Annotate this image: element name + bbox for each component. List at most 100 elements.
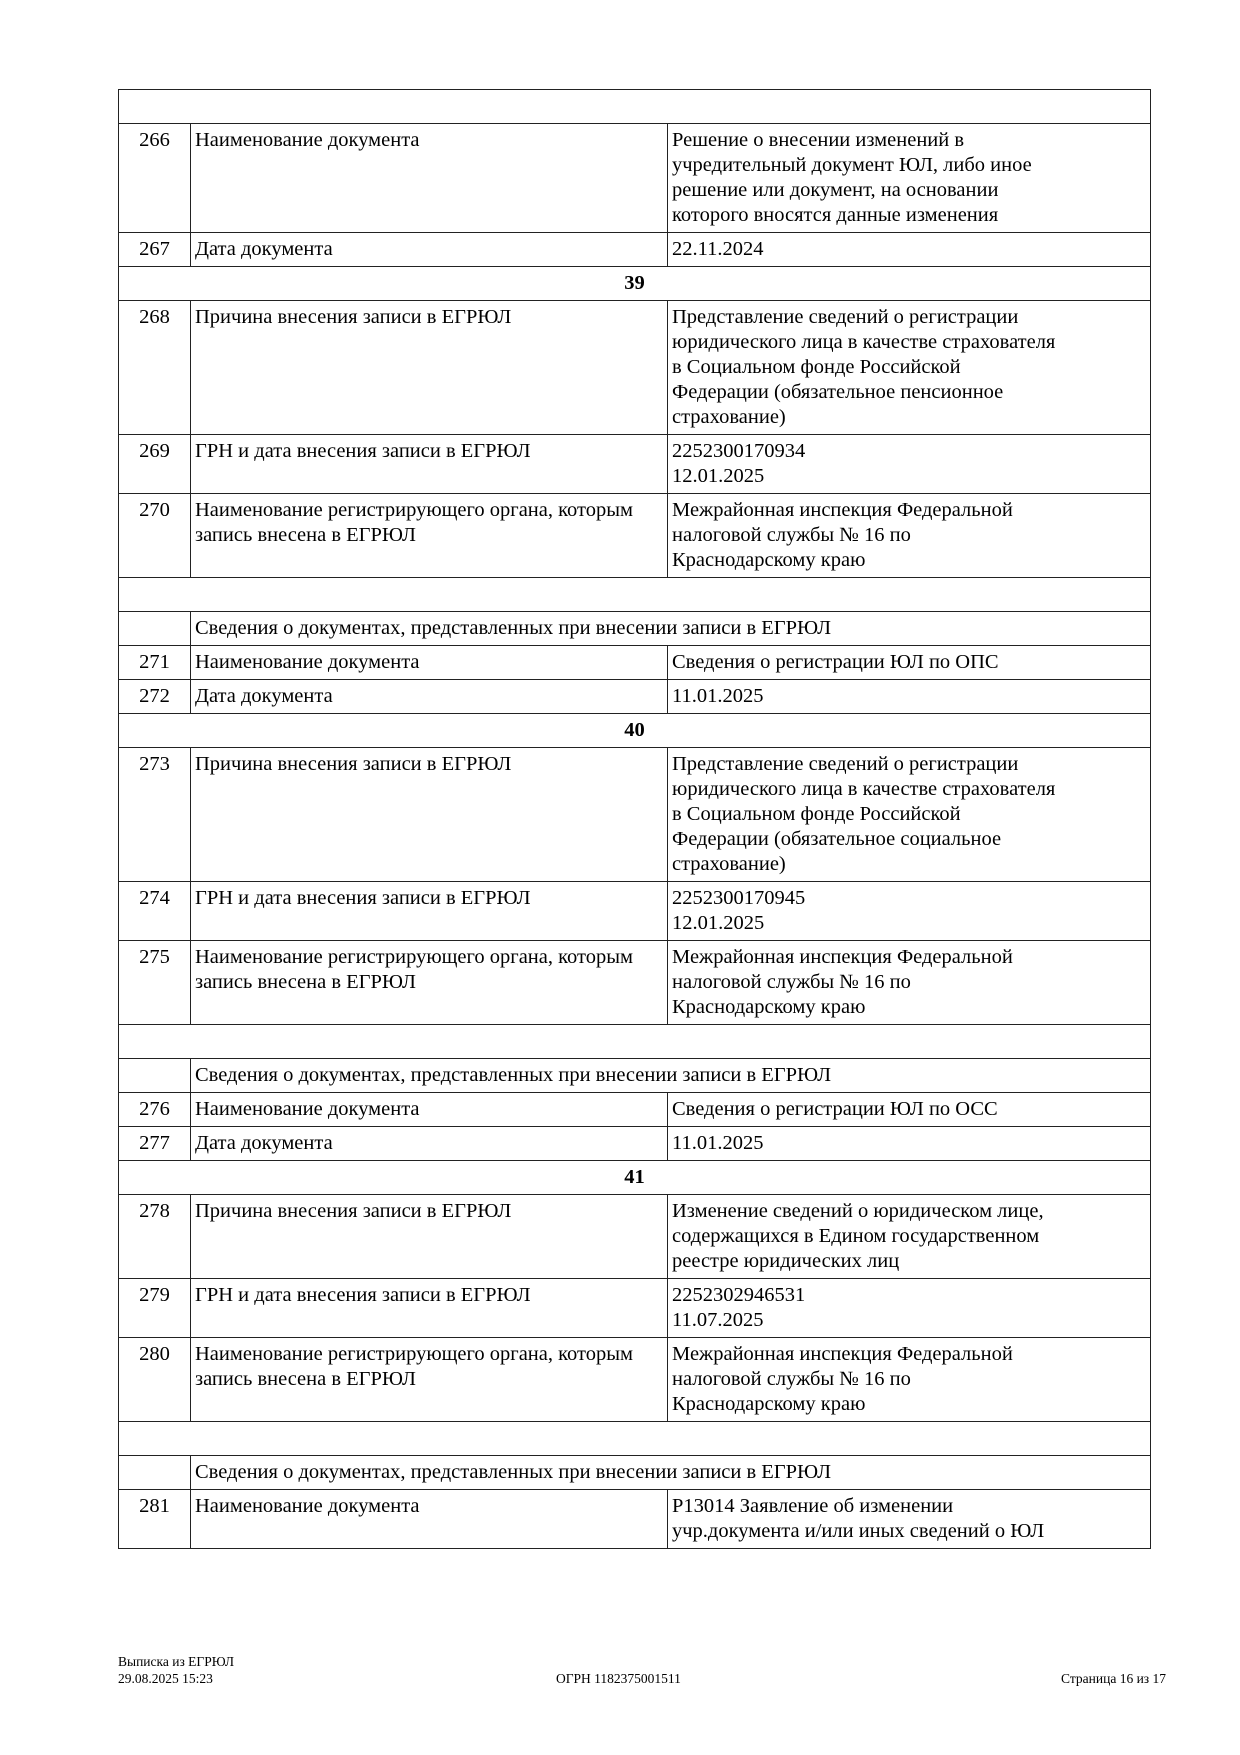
field-value-line: 2252302946531 [672, 1284, 806, 1306]
table-row: 270 Наименование регистрирующего органа, … [118, 493, 1151, 578]
footer-page-number: Страница 16 из 17 [1061, 1671, 1166, 1686]
documents-subheader-row: Сведения о документах, представленных пр… [118, 1455, 1151, 1490]
field-value-line: 12.01.2025 [672, 912, 765, 934]
field-value-line: которого вносятся данные изменения [672, 204, 999, 226]
field-value-line: Межрайонная инспекция Федеральной [672, 1343, 1013, 1365]
documents-subheader: Сведения о документах, представленных пр… [190, 1058, 1151, 1093]
documents-subheader: Сведения о документах, представленных пр… [190, 1455, 1151, 1490]
row-number: 272 [118, 679, 191, 714]
field-value-line: налоговой службы № 16 по [672, 971, 911, 993]
table-row: 278 Причина внесения записи в ЕГРЮЛ Измене… [118, 1194, 1151, 1279]
field-value: Изменение сведений о юридическом лице, со… [667, 1194, 1151, 1279]
field-value-line: реестре юридических лиц [672, 1250, 900, 1272]
field-value: Представление сведений о регистрации юрид… [667, 747, 1151, 882]
field-value: Сведения о регистрации ЮЛ по ОСС [667, 1092, 1151, 1127]
field-value-line: юридического лица в качестве страховател… [672, 331, 1056, 353]
field-label: Причина внесения записи в ЕГРЮЛ [190, 1194, 668, 1279]
row-number: 276 [118, 1092, 191, 1127]
table-row: 273 Причина внесения записи в ЕГРЮЛ Предст… [118, 747, 1151, 882]
field-value-line: 2252300170945 [672, 887, 806, 909]
row-number: 271 [118, 645, 191, 680]
row-number: 278 [118, 1194, 191, 1279]
blank-cell [118, 1421, 1151, 1456]
field-label: Наименование регистрирующего органа, кот… [190, 493, 668, 578]
field-value-line: учредительный документ ЮЛ, либо иное [672, 154, 1032, 176]
field-value: 11.01.2025 [667, 679, 1151, 714]
empty-number-cell [118, 1058, 191, 1093]
section-number: 41 [118, 1160, 1151, 1195]
field-label: Наименование регистрирующего органа, кот… [190, 940, 668, 1025]
footer-left: Выписка из ЕГРЮЛ 29.08.2025 15:23 [118, 1653, 234, 1687]
field-value-line: Сведения о регистрации ЮЛ по ОПС [672, 651, 999, 673]
field-value: Межрайонная инспекция Федеральной налогов… [667, 493, 1151, 578]
table-row: 281 Наименование документа Р13014 Заявлени… [118, 1489, 1151, 1549]
blank-row [118, 1421, 1151, 1456]
field-value-line: Краснодарскому краю [672, 1393, 866, 1415]
blank-cell [118, 577, 1151, 612]
table-row: 272 Дата документа 11.01.2025 [118, 679, 1151, 714]
field-label: Наименование документа [190, 1092, 668, 1127]
field-label: ГРН и дата внесения записи в ЕГРЮЛ [190, 1278, 668, 1338]
table-row: 274 ГРН и дата внесения записи в ЕГРЮЛ 225… [118, 881, 1151, 941]
footer-ogrn: ОГРН 1182375001511 [556, 1671, 681, 1686]
table-row: 276 Наименование документа Сведения о реги… [118, 1092, 1151, 1127]
field-label: Причина внесения записи в ЕГРЮЛ [190, 747, 668, 882]
row-number: 274 [118, 881, 191, 941]
row-number: 266 [118, 123, 191, 233]
field-value-line: в Социальном фонде Российской [672, 803, 961, 825]
row-number: 268 [118, 300, 191, 435]
documents-subheader-row: Сведения о документах, представленных пр… [118, 611, 1151, 646]
field-value-line: Краснодарскому краю [672, 549, 866, 571]
row-number: 279 [118, 1278, 191, 1338]
field-value: Решение о внесении изменений в учредитель… [667, 123, 1151, 233]
field-value-line: страхование) [672, 406, 786, 428]
blank-cell [118, 89, 1151, 124]
field-value-line: юридического лица в качестве страховател… [672, 778, 1056, 800]
section-number-row: 40 [118, 713, 1151, 748]
table-row: 266 Наименование документа Решение о внесе… [118, 123, 1151, 233]
field-value-line: в Социальном фонде Российской [672, 356, 961, 378]
table-row: 280 Наименование регистрирующего органа, … [118, 1337, 1151, 1422]
row-number: 275 [118, 940, 191, 1025]
field-value-line: Межрайонная инспекция Федеральной [672, 499, 1013, 521]
field-value: 2252300170934 12.01.2025 [667, 434, 1151, 494]
blank-cell [118, 1024, 1151, 1059]
field-value: Сведения о регистрации ЮЛ по ОПС [667, 645, 1151, 680]
field-label: Наименование документа [190, 123, 668, 233]
field-label: Дата документа [190, 232, 668, 267]
field-value: 11.01.2025 [667, 1126, 1151, 1161]
section-number-row: 39 [118, 266, 1151, 301]
field-value-line: Краснодарскому краю [672, 996, 866, 1018]
documents-subheader: Сведения о документах, представленных пр… [190, 611, 1151, 646]
field-value-line: 11.07.2025 [672, 1309, 764, 1331]
empty-number-cell [118, 611, 191, 646]
egrul-table: 266 Наименование документа Решение о внесе… [118, 89, 1151, 1549]
field-value-line: 12.01.2025 [672, 465, 765, 487]
row-number: 281 [118, 1489, 191, 1549]
field-value: 2252300170945 12.01.2025 [667, 881, 1151, 941]
row-number: 277 [118, 1126, 191, 1161]
field-value-line: Представление сведений о регистрации [672, 753, 1019, 775]
blank-row [118, 89, 1151, 124]
field-label: Причина внесения записи в ЕГРЮЛ [190, 300, 668, 435]
field-value-line: Представление сведений о регистрации [672, 306, 1019, 328]
table-row: 268 Причина внесения записи в ЕГРЮЛ Предст… [118, 300, 1151, 435]
table-row: 275 Наименование регистрирующего органа, … [118, 940, 1151, 1025]
field-value-line: страхование) [672, 853, 786, 875]
table-row: 277 Дата документа 11.01.2025 [118, 1126, 1151, 1161]
table-row: 269 ГРН и дата внесения записи в ЕГРЮЛ 225… [118, 434, 1151, 494]
table-row: 267 Дата документа 22.11.2024 [118, 232, 1151, 267]
row-number: 280 [118, 1337, 191, 1422]
field-label: ГРН и дата внесения записи в ЕГРЮЛ [190, 881, 668, 941]
field-value-line: учр.документа и/или иных сведений о ЮЛ [672, 1520, 1045, 1542]
documents-subheader-row: Сведения о документах, представленных пр… [118, 1058, 1151, 1093]
row-number: 269 [118, 434, 191, 494]
section-number: 40 [118, 713, 1151, 748]
row-number: 270 [118, 493, 191, 578]
row-number: 267 [118, 232, 191, 267]
field-value-line: налоговой службы № 16 по [672, 524, 911, 546]
field-label: Дата документа [190, 1126, 668, 1161]
section-number: 39 [118, 266, 1151, 301]
empty-number-cell [118, 1455, 191, 1490]
field-value-line: Решение о внесении изменений в [672, 129, 965, 151]
